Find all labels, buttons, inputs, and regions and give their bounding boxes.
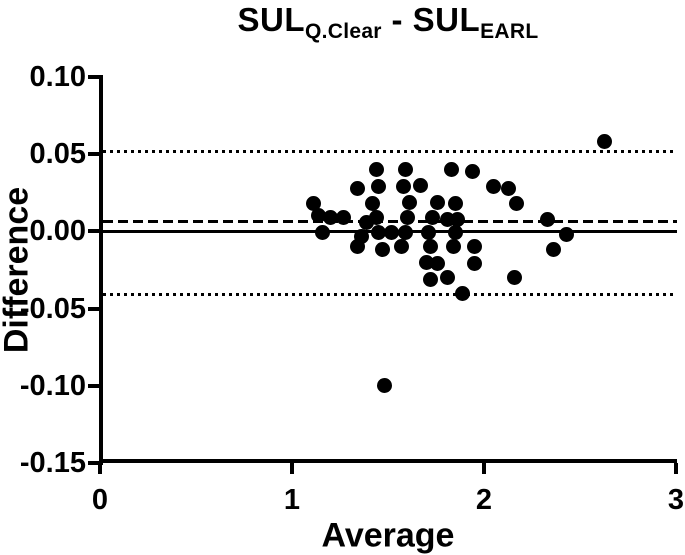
y-axis-title: Difference: [0, 186, 36, 354]
data-point: [349, 239, 365, 255]
title-subscript-1: Q.Clear: [304, 20, 382, 43]
data-point: [455, 285, 471, 301]
y-tick-label: 0.10: [29, 61, 86, 93]
data-point: [422, 271, 438, 287]
data-point: [336, 210, 352, 225]
data-point: [315, 225, 331, 241]
y-tick-label: -0.15: [19, 447, 86, 479]
y-tick: [88, 461, 100, 465]
data-point: [397, 162, 413, 178]
y-tick: [88, 306, 100, 311]
data-point: [420, 225, 436, 241]
data-point: [399, 210, 415, 225]
mean-bias-line: [103, 219, 677, 223]
data-point: [430, 194, 446, 210]
x-tick: [482, 463, 486, 474]
x-tick: [98, 463, 102, 474]
data-point: [597, 134, 613, 150]
x-tick: [290, 463, 294, 474]
data-point: [422, 239, 438, 255]
data-point: [501, 180, 517, 196]
title-subscript-2: EARL: [480, 20, 539, 43]
x-tick: [674, 463, 678, 474]
data-point: [559, 226, 575, 242]
data-point: [466, 256, 482, 272]
data-point: [539, 211, 555, 227]
data-point: [447, 225, 463, 241]
x-tick-label: 2: [475, 484, 493, 516]
data-point: [545, 242, 561, 258]
y-tick-label: -0.10: [19, 369, 86, 402]
data-point: [370, 225, 386, 241]
x-tick-label: 3: [667, 484, 685, 516]
data-point: [507, 270, 523, 286]
x-axis-title: Average: [321, 516, 455, 555]
data-point: [413, 177, 429, 193]
x-tick-label: 1: [283, 484, 301, 516]
data-point: [349, 180, 365, 196]
y-tick: [88, 152, 100, 157]
data-point: [466, 239, 482, 255]
y-tick-label: 0.05: [29, 138, 86, 171]
data-point: [359, 214, 375, 230]
upper-limit-of-agreement-line: [103, 149, 677, 153]
y-tick: [88, 229, 100, 234]
data-point: [397, 225, 413, 241]
data-point: [509, 196, 525, 212]
data-point: [370, 179, 386, 195]
y-tick: [88, 383, 100, 388]
data-point: [322, 210, 338, 225]
x-tick-label: 0: [91, 484, 109, 516]
data-point: [443, 162, 459, 178]
title-text-2: - SUL: [381, 1, 481, 38]
y-tick-label: 0.00: [29, 215, 86, 248]
data-point: [395, 179, 411, 195]
data-point: [430, 256, 446, 272]
data-point: [365, 196, 381, 212]
data-point: [311, 208, 327, 224]
data-point: [374, 242, 390, 258]
data-point: [384, 225, 400, 241]
data-point: [376, 378, 392, 394]
data-point: [401, 194, 417, 210]
y-axis-line: [99, 75, 103, 465]
data-point: [445, 239, 461, 255]
data-point: [464, 163, 480, 179]
data-point: [449, 211, 465, 227]
y-tick: [88, 75, 100, 79]
data-point: [305, 196, 321, 212]
data-point: [447, 196, 463, 212]
chart-title: SULQ.Clear - SULEARL: [91, 0, 685, 44]
data-point: [486, 179, 502, 195]
x-axis-line: [99, 459, 677, 463]
data-point: [440, 270, 456, 286]
y-tick-label: -0.05: [19, 292, 86, 325]
title-text-1: SUL: [237, 1, 305, 38]
lower-limit-of-agreement-line: [103, 293, 677, 297]
data-point: [424, 210, 440, 225]
data-point: [368, 162, 384, 178]
data-point: [418, 254, 434, 270]
data-point: [393, 239, 409, 255]
